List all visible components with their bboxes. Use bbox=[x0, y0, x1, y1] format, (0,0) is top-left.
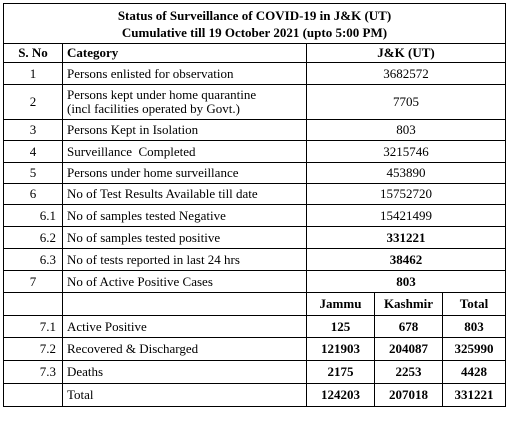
value-total: 331221 bbox=[441, 383, 507, 407]
row-category: Deaths bbox=[62, 360, 307, 384]
row-sno: 6.1 bbox=[3, 204, 63, 227]
value-kashmir: 207018 bbox=[374, 383, 443, 407]
table-row: 4 Surveillance Completed 3215746 bbox=[3, 140, 507, 163]
header-row: S. No Category J&K (UT) bbox=[3, 43, 507, 63]
table-row: 1 Persons enlisted for observation 36825… bbox=[3, 62, 507, 85]
row-value: 803 bbox=[305, 119, 507, 141]
row-category: Persons kept under home quarantine (incl… bbox=[62, 84, 307, 120]
row-category: No of tests reported in last 24 hrs bbox=[62, 248, 307, 271]
row-sno: 6.2 bbox=[3, 226, 63, 249]
table-row: 7.1 Active Positive 125 678 803 bbox=[3, 315, 507, 338]
value-total: 803 bbox=[441, 315, 507, 338]
row-value: 3215746 bbox=[305, 140, 507, 163]
total-row: Total 124203 207018 331221 bbox=[3, 383, 507, 407]
table-row: 7.2 Recovered & Discharged 121903 204087… bbox=[3, 337, 507, 361]
header-sno: S. No bbox=[3, 43, 63, 63]
header-category: Category bbox=[62, 43, 307, 63]
row-category: Recovered & Discharged bbox=[62, 337, 307, 361]
row-value: 453890 bbox=[305, 162, 507, 184]
row-category-line-2: (incl facilities operated by Govt.) bbox=[67, 101, 240, 116]
row-sno: 3 bbox=[3, 119, 63, 141]
table-row: 6 No of Test Results Available till date… bbox=[3, 183, 507, 205]
row-sno: 7.3 bbox=[3, 360, 63, 384]
row-value: 38462 bbox=[305, 248, 507, 271]
row-sno: 1 bbox=[3, 62, 63, 85]
value-kashmir: 678 bbox=[374, 315, 443, 338]
row-sno: 6.3 bbox=[3, 248, 63, 271]
table-row: 6.2 No of samples tested positive 331221 bbox=[3, 226, 507, 249]
row-sno bbox=[3, 383, 63, 407]
table-row: 6.1 No of samples tested Negative 154214… bbox=[3, 204, 507, 227]
value-kashmir: 204087 bbox=[374, 337, 443, 361]
row-value: 803 bbox=[305, 270, 507, 293]
row-category: No of Test Results Available till date bbox=[62, 183, 307, 205]
title-line-1: Status of Surveillance of COVID-19 in J&… bbox=[117, 7, 392, 23]
blank-cell bbox=[3, 292, 63, 316]
col-header-total: Total bbox=[441, 292, 507, 316]
row-sno: 5 bbox=[3, 162, 63, 184]
row-category: Persons under home surveillance bbox=[62, 162, 307, 184]
row-category: Persons enlisted for observation bbox=[62, 62, 307, 85]
blank-cell bbox=[62, 292, 307, 316]
col-header-jammu: Jammu bbox=[306, 292, 375, 316]
row-sno: 4 bbox=[3, 140, 63, 163]
row-value: 331221 bbox=[305, 226, 507, 249]
value-jammu: 125 bbox=[306, 315, 375, 338]
col-header-kashmir: Kashmir bbox=[374, 292, 443, 316]
row-sno: 7.1 bbox=[3, 315, 63, 338]
row-value: 7705 bbox=[305, 84, 507, 120]
header-value: J&K (UT) bbox=[305, 43, 507, 63]
title-row: Status of Surveillance of COVID-19 in J&… bbox=[2, 3, 507, 44]
row-sno: 7 bbox=[3, 270, 63, 293]
row-category: No of Active Positive Cases bbox=[62, 270, 307, 293]
breakdown-header-row: Jammu Kashmir Total bbox=[3, 292, 507, 316]
table-row: 3 Persons Kept in Isolation 803 bbox=[3, 119, 507, 141]
title-line-2: Cumulative till 19 October 2021 (upto 5:… bbox=[121, 24, 388, 40]
value-jammu: 124203 bbox=[306, 383, 375, 407]
table-row: 2 Persons kept under home quarantine (in… bbox=[3, 84, 507, 120]
row-category: Total bbox=[62, 383, 307, 407]
value-total: 325990 bbox=[441, 337, 507, 361]
value-total: 4428 bbox=[441, 360, 507, 384]
row-value: 15421499 bbox=[305, 204, 507, 227]
row-value: 3682572 bbox=[305, 62, 507, 85]
row-value: 15752720 bbox=[305, 183, 507, 205]
value-jammu: 121903 bbox=[306, 337, 375, 361]
row-category: Surveillance Completed bbox=[62, 140, 307, 163]
table-row: 6.3 No of tests reported in last 24 hrs … bbox=[3, 248, 507, 271]
row-category: Persons Kept in Isolation bbox=[62, 119, 307, 141]
row-category: No of samples tested positive bbox=[62, 226, 307, 249]
surveillance-table: Status of Surveillance of COVID-19 in J&… bbox=[2, 3, 507, 407]
value-kashmir: 2253 bbox=[374, 360, 443, 384]
table-row: 7.3 Deaths 2175 2253 4428 bbox=[3, 360, 507, 384]
value-jammu: 2175 bbox=[306, 360, 375, 384]
row-sno: 2 bbox=[3, 84, 63, 120]
row-category: Active Positive bbox=[62, 315, 307, 338]
table-row: 7 No of Active Positive Cases 803 bbox=[3, 270, 507, 293]
table-row: 5 Persons under home surveillance 453890 bbox=[3, 162, 507, 184]
row-category-line-1: Persons kept under home quarantine bbox=[67, 87, 257, 102]
row-category: No of samples tested Negative bbox=[62, 204, 307, 227]
covid-surveillance-report: Status of Surveillance of COVID-19 in J&… bbox=[2, 3, 507, 407]
row-sno: 6 bbox=[3, 183, 63, 205]
row-sno: 7.2 bbox=[3, 337, 63, 361]
report-title: Status of Surveillance of COVID-19 in J&… bbox=[2, 3, 507, 44]
